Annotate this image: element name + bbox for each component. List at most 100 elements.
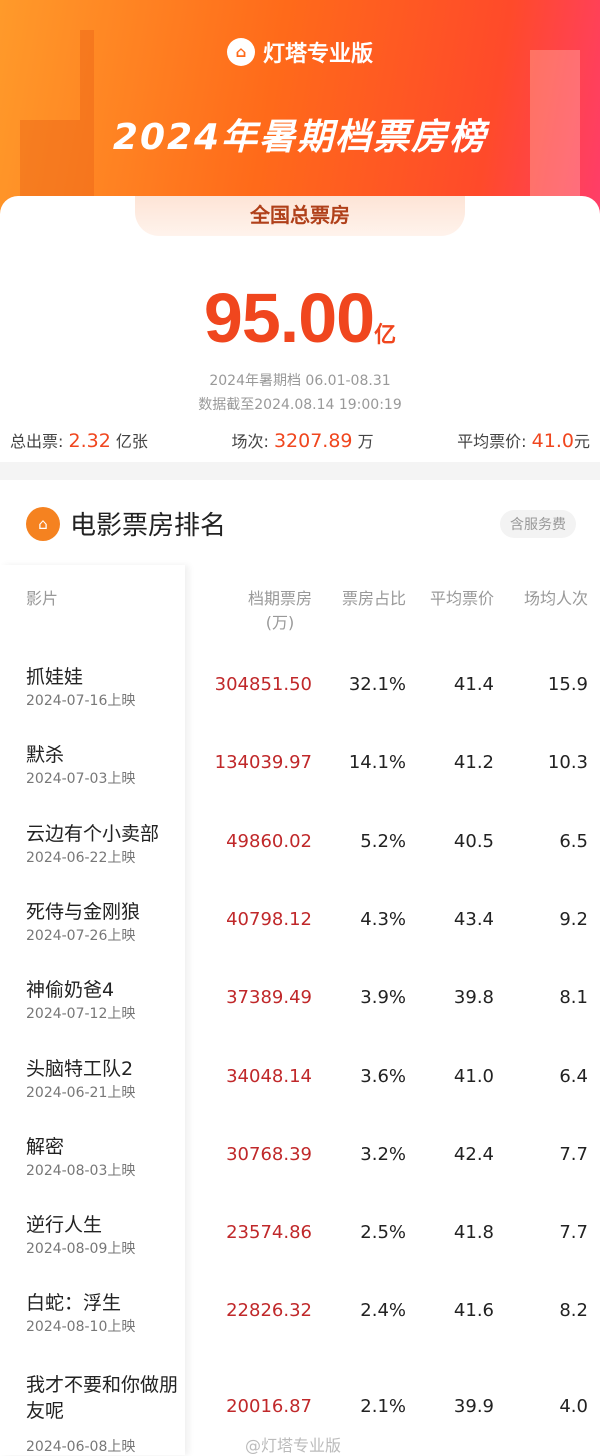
period: 2024年暑期档 06.01-08.31: [209, 373, 391, 389]
brand: ⌂ 灯塔专业版: [0, 36, 600, 68]
film-name[interactable]: 逆行人生: [26, 1214, 103, 1237]
table-row[interactable]: 死侍与金刚狼 2024-07-26上映 40798.12 4.3% 43.4 9…: [0, 883, 600, 961]
section-title: 电影票房排名: [70, 511, 227, 541]
lighthouse-logo-icon: ⌂: [26, 506, 60, 541]
box-office: 304851.50: [214, 674, 312, 695]
table-row[interactable]: 白蛇：浮生 2024-08-10上映 22826.32 2.4% 41.6 8.…: [0, 1274, 600, 1352]
share: 3.6%: [360, 1065, 406, 1087]
watermark: @灯塔专业版: [245, 1436, 342, 1455]
lighthouse-logo-icon: ⌂: [226, 38, 255, 66]
col-box-office[interactable]: 档期票房 (万): [247, 589, 312, 632]
col-avg-price[interactable]: 平均票价: [429, 589, 494, 608]
table-row[interactable]: 云边有个小卖部 2024-06-22上映 49860.02 5.2% 40.5 …: [0, 805, 600, 883]
avg-price: 42.4: [453, 1143, 494, 1165]
box-office: 34048.14: [226, 1065, 312, 1087]
stat-avg-price: 平均票价: 41.0元: [457, 430, 590, 452]
table-row[interactable]: 解密 2024-08-03上映 30768.39 3.2% 42.4 7.7: [0, 1118, 600, 1196]
film-name[interactable]: 死侍与金刚狼: [26, 900, 141, 923]
table-row[interactable]: 头脑特工队2 2024-06-21上映 34048.14 3.6% 41.0 6…: [0, 1040, 600, 1118]
share: 2.4%: [360, 1300, 406, 1322]
col-film[interactable]: 影片: [26, 589, 59, 608]
share: 5.2%: [360, 830, 406, 852]
hero-banner: ⌂ 灯塔专业版 2024年暑期档票房榜: [0, 0, 600, 230]
avg-attendance: 10.3: [547, 752, 588, 774]
avg-price: 41.0: [453, 1065, 494, 1087]
avg-price: 40.5: [453, 830, 494, 852]
share: 2.1%: [360, 1396, 406, 1417]
col-avg-attendance[interactable]: 场均人次: [523, 589, 588, 608]
avg-attendance: 7.7: [559, 1143, 588, 1165]
box-office: 134039.97: [214, 752, 312, 774]
box-office: 49860.02: [226, 830, 312, 852]
avg-price: 41.8: [453, 1222, 494, 1244]
release-date: 2024-08-09上映: [26, 1241, 136, 1258]
total-unit: 亿: [374, 323, 397, 348]
box-office: 37389.49: [226, 987, 312, 1009]
avg-attendance: 9.2: [559, 908, 588, 930]
page-title: 2024年暑期档票房榜: [112, 117, 488, 158]
lighthouse-illustration: [530, 50, 580, 220]
box-office: 40798.12: [226, 908, 312, 930]
avg-price: 41.2: [453, 752, 494, 774]
updated-time: 数据截至2024.08.14 19:00:19: [198, 397, 402, 413]
film-name[interactable]: 默杀: [26, 744, 65, 767]
avg-price: 41.4: [453, 674, 494, 695]
avg-attendance: 8.2: [559, 1300, 588, 1322]
release-date: 2024-07-16上映: [26, 693, 136, 709]
share: 4.3%: [360, 908, 406, 930]
table-row[interactable]: 抓娃娃 2024-07-16上映 304851.50 32.1% 41.4 15…: [0, 648, 600, 726]
box-office: 23574.86: [226, 1222, 312, 1244]
building-silhouette: [20, 120, 80, 200]
avg-attendance: 8.1: [559, 987, 588, 1009]
share: 3.2%: [360, 1143, 406, 1165]
share: 14.1%: [348, 752, 406, 774]
avg-attendance: 7.7: [559, 1222, 588, 1244]
tab-national-box-office[interactable]: 全国总票房: [135, 196, 465, 236]
col-share[interactable]: 票房占比: [341, 589, 406, 608]
avg-price: 41.6: [453, 1300, 494, 1322]
stats-row: 总出票: 2.32 亿张 场次: 3207.89 万 平均票价: 41.0元: [10, 428, 590, 452]
avg-price: 39.9: [453, 1396, 494, 1417]
table-row[interactable]: 逆行人生 2024-08-09上映 23574.86 2.5% 41.8 7.7: [0, 1196, 600, 1274]
film-name[interactable]: 解密: [26, 1135, 65, 1158]
box-office: 20016.87: [226, 1396, 312, 1417]
release-date: 2024-06-22上映: [26, 849, 136, 866]
release-date: 2024-06-08上映: [26, 1439, 136, 1455]
film-name[interactable]: 云边有个小卖部: [26, 822, 160, 845]
avg-attendance: 15.9: [547, 674, 588, 695]
table-row[interactable]: 神偷奶爸4 2024-07-12上映 37389.49 3.9% 39.8 8.…: [0, 961, 600, 1039]
box-office: 22826.32: [226, 1300, 312, 1322]
total-value: 95.00: [203, 279, 375, 357]
tower-silhouette: [80, 30, 94, 200]
total-box-office: 95.00亿: [0, 278, 600, 358]
summary-card: 全国总票房 95.00亿 2024年暑期档 06.01-08.31 数据截至20…: [0, 196, 600, 466]
share: 32.1%: [348, 674, 406, 695]
share: 3.9%: [360, 987, 406, 1009]
avg-attendance: 4.0: [559, 1396, 588, 1417]
release-date: 2024-07-12上映: [26, 1006, 136, 1023]
film-name[interactable]: 抓娃娃: [26, 666, 84, 688]
release-date: 2024-08-10上映: [26, 1319, 136, 1336]
stat-tickets: 总出票: 2.32 亿张: [10, 430, 148, 452]
film-name[interactable]: 我才不要和你做朋友呢: [26, 1374, 179, 1422]
film-name[interactable]: 白蛇：浮生: [26, 1292, 122, 1315]
service-fee-tag[interactable]: 含服务费: [500, 510, 576, 538]
avg-attendance: 6.4: [559, 1065, 588, 1087]
section-header: ⌂ 电影票房排名: [26, 505, 226, 542]
avg-attendance: 6.5: [559, 830, 588, 852]
release-date: 2024-08-03上映: [26, 1162, 136, 1179]
table-row[interactable]: 默杀 2024-07-03上映 134039.97 14.1% 41.2 10.…: [0, 726, 600, 804]
film-name[interactable]: 神偷奶爸4: [26, 979, 115, 1002]
divider: [0, 462, 600, 480]
share: 2.5%: [360, 1222, 406, 1244]
brand-name: 灯塔专业版: [262, 42, 373, 67]
release-date: 2024-06-21上映: [26, 1084, 136, 1101]
release-date: 2024-07-26上映: [26, 927, 136, 944]
film-name[interactable]: 头脑特工队2: [26, 1057, 134, 1080]
table-row[interactable]: 我才不要和你做朋友呢 2024-06-08上映 20016.87 2.1% 39…: [0, 1368, 600, 1455]
box-office: 30768.39: [226, 1143, 312, 1165]
avg-price: 43.4: [453, 908, 494, 930]
stat-shows: 场次: 3207.89 万: [231, 430, 374, 452]
avg-price: 39.8: [453, 987, 494, 1009]
release-date: 2024-07-03上映: [26, 771, 136, 788]
